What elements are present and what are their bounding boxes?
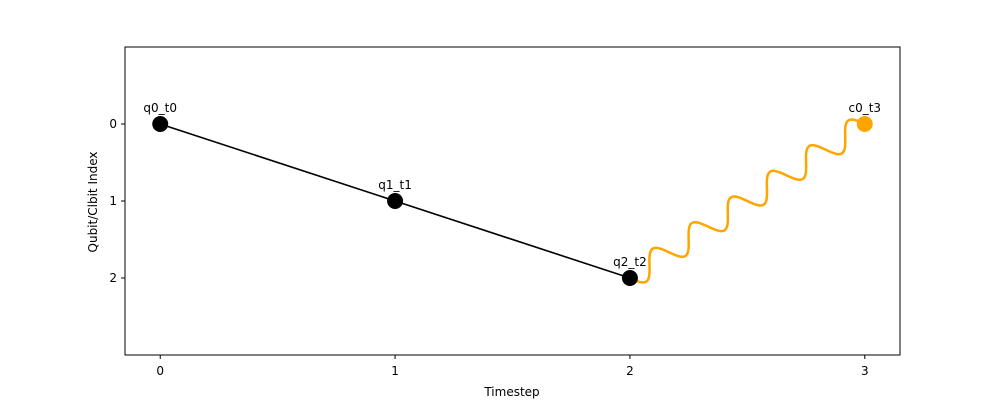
y-axis-ticks: 0 1 2 bbox=[109, 117, 125, 285]
node-label: q2_t2 bbox=[613, 255, 647, 269]
node-q1_t1 bbox=[387, 193, 404, 209]
edge-wavy-2 bbox=[629, 118, 866, 284]
x-tick-label: 1 bbox=[391, 364, 399, 378]
node-c0_t3 bbox=[856, 116, 873, 132]
y-axis-label: Qubit/Clbit Index bbox=[86, 152, 100, 253]
x-axis-label: Timestep bbox=[483, 385, 539, 399]
node-q0_t0 bbox=[152, 116, 169, 132]
edges-layer bbox=[159, 118, 866, 284]
y-tick-label: 1 bbox=[109, 194, 117, 208]
y-tick-label: 0 bbox=[109, 117, 117, 131]
node-label: q1_t1 bbox=[378, 178, 412, 192]
nodes-layer bbox=[152, 116, 873, 286]
edge-0 bbox=[159, 123, 396, 202]
x-axis-ticks: 0 1 2 3 bbox=[156, 355, 869, 378]
plot-area bbox=[124, 46, 901, 356]
node-label: q0_t0 bbox=[143, 101, 177, 115]
node-labels-layer: q0_t0 q1_t1 q2_t2 c0_t3 bbox=[143, 101, 881, 269]
x-tick-label: 2 bbox=[626, 364, 634, 378]
edge-1 bbox=[394, 200, 631, 279]
x-tick-label: 0 bbox=[156, 364, 164, 378]
y-tick-label: 2 bbox=[109, 271, 117, 285]
node-label: c0_t3 bbox=[848, 101, 881, 115]
node-q2_t2 bbox=[621, 270, 638, 286]
x-tick-label: 3 bbox=[861, 364, 869, 378]
